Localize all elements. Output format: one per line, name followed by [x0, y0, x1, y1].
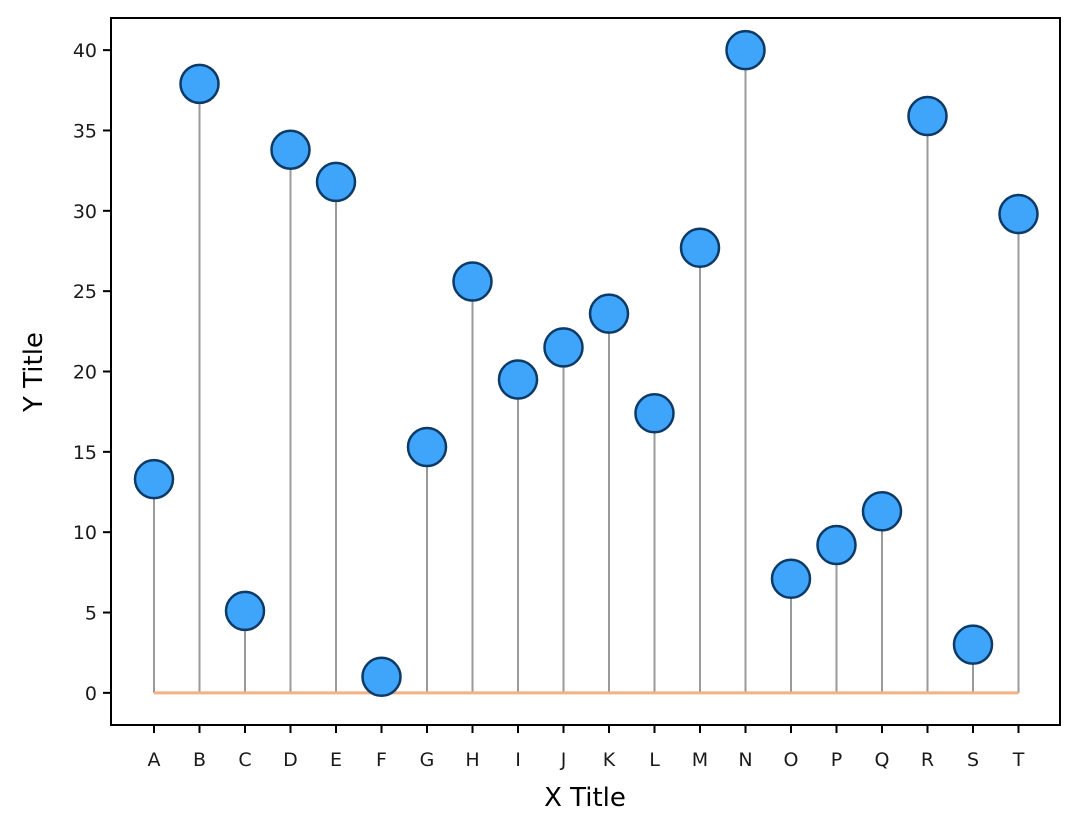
x-tick-label: L [649, 749, 660, 771]
marker-E [315, 161, 357, 203]
marker-D [270, 129, 311, 171]
y-tick-label: 10 [73, 522, 97, 544]
marker-G [406, 426, 448, 468]
marker-F [361, 656, 402, 698]
marker-L [634, 393, 675, 434]
marker-H [452, 261, 493, 302]
x-tick-label: T [1012, 749, 1025, 771]
marker-T [998, 193, 1039, 235]
x-tick-label: F [376, 749, 387, 771]
marker-O [770, 558, 812, 600]
marker-Q [861, 491, 903, 532]
marker-S [952, 624, 994, 665]
y-tick-label: 0 [85, 683, 97, 705]
x-tick-label: I [515, 749, 521, 771]
marker-K [588, 293, 630, 334]
marker-R [907, 95, 948, 137]
x-tick-label: J [560, 749, 567, 771]
x-tick-label: Q [875, 749, 890, 771]
x-tick-label: S [967, 749, 979, 771]
marker-I [497, 359, 539, 400]
x-tick-label: H [465, 749, 479, 771]
x-tick-label: K [603, 749, 616, 771]
y-axis: 0 5 10 15 20 25 30 35 40 [73, 40, 111, 705]
x-tick-label: E [330, 749, 342, 771]
stems-layer [153, 50, 1020, 693]
x-tick-label: G [420, 749, 435, 771]
y-tick-label: 35 [73, 120, 97, 142]
x-tick-label: C [238, 749, 251, 771]
x-axis-title: X Title [544, 783, 626, 813]
x-tick-label: A [148, 749, 161, 771]
x-tick-label: P [831, 749, 842, 771]
y-tick-label: 20 [73, 362, 97, 384]
y-tick-label: 40 [73, 40, 97, 62]
x-tick-label: D [283, 749, 298, 771]
marker-N [725, 29, 766, 71]
marker-C [224, 590, 266, 632]
y-tick-label: 15 [73, 442, 97, 464]
y-tick-label: 5 [85, 603, 97, 625]
x-axis: A B C D E F G H I J K L M N O P Q R S T [148, 725, 1025, 771]
x-tick-label: M [692, 749, 708, 771]
x-tick-label: N [738, 749, 752, 771]
marker-M [679, 227, 721, 269]
marker-J [543, 327, 584, 368]
y-tick-label: 25 [73, 281, 97, 303]
x-tick-label: O [784, 749, 799, 771]
marker-P [816, 524, 857, 566]
markers-layer [133, 29, 1039, 698]
marker-B [179, 63, 220, 105]
x-tick-label: B [193, 749, 206, 771]
x-tick-label: R [921, 749, 934, 771]
marker-A [133, 458, 175, 500]
y-tick-label: 30 [73, 201, 97, 223]
y-axis-title: Y Title [19, 332, 49, 413]
